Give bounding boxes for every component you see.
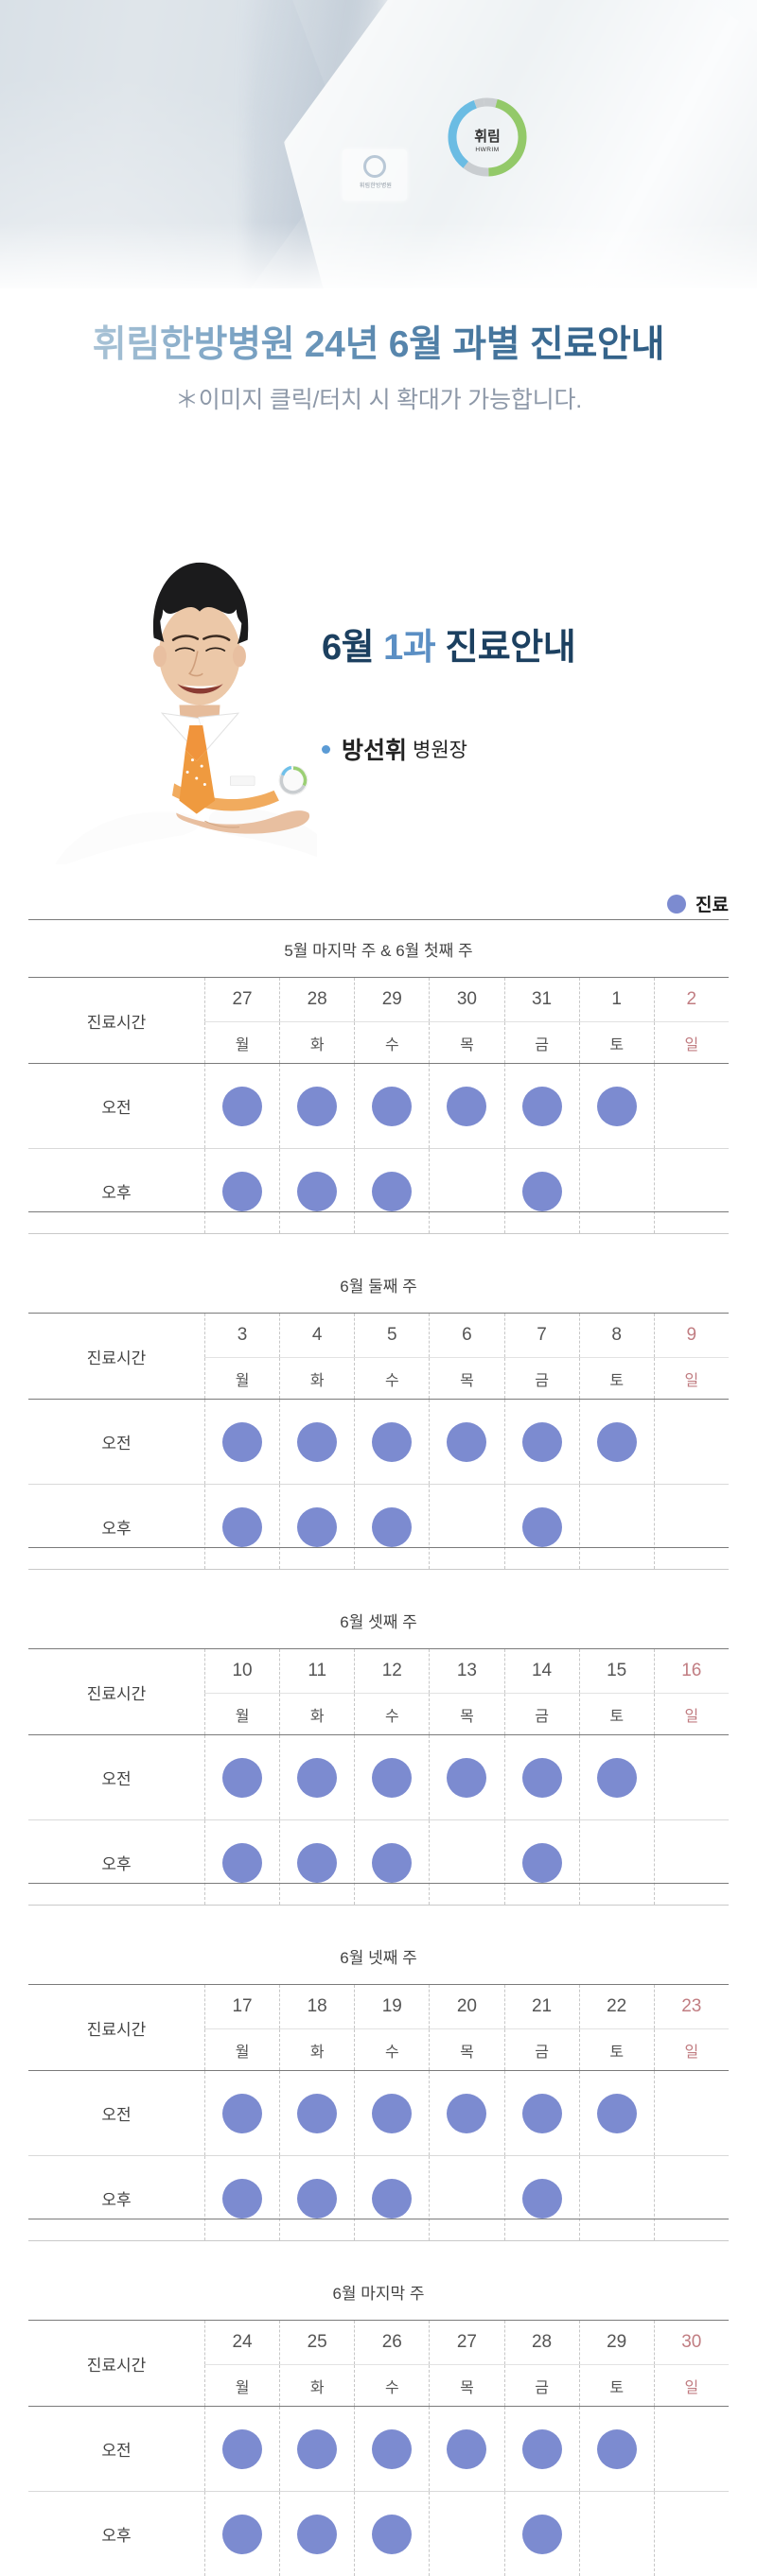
svg-text:HWRIM: HWRIM	[475, 147, 499, 153]
svg-text:휘림: 휘림	[474, 128, 501, 145]
